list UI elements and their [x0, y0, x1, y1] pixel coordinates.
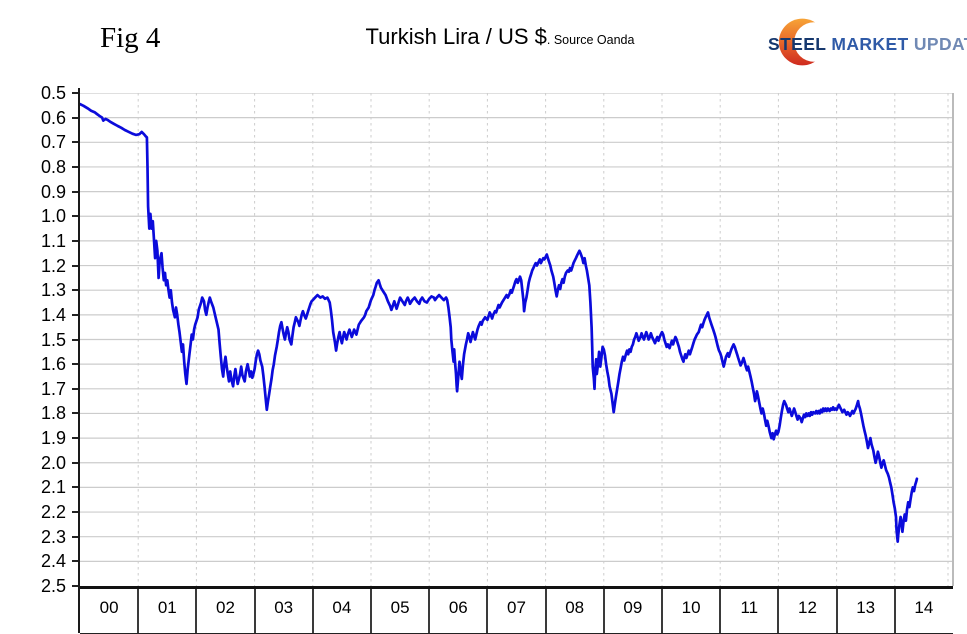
x-axis-tick-label: 14: [914, 598, 934, 617]
x-axis-tick-label: 07: [507, 598, 526, 617]
chart-title: Turkish Lira / US $. Source Oanda: [366, 24, 635, 50]
y-axis-tick: [72, 412, 79, 415]
y-axis-tick-label: 1.4: [40, 304, 66, 325]
x-axis-tick-label: 12: [798, 598, 817, 617]
y-axis-tick-label: 1.7: [40, 378, 66, 399]
y-axis-tick: [72, 461, 79, 464]
x-axis-divider: [370, 589, 372, 633]
x-axis-tick-label: 06: [448, 598, 468, 617]
y-axis-tick: [72, 141, 79, 144]
y-axis-tick: [72, 535, 79, 538]
x-axis-tick-label: 05: [390, 598, 410, 617]
y-axis-tick: [72, 289, 79, 292]
x-axis-tick-label: 01: [157, 598, 177, 617]
y-axis-tick: [72, 165, 79, 168]
x-axis-divider: [893, 589, 896, 633]
y-axis-tick-label: 2.0: [40, 452, 66, 473]
x-axis-divider: [486, 589, 489, 633]
y-axis-tick-label: 0.9: [40, 181, 66, 202]
y-axis-tick: [72, 190, 79, 193]
x-axis-divider: [137, 589, 140, 633]
figure-label: Fig 4: [100, 22, 161, 54]
x-axis-tick-label: 00: [99, 598, 119, 617]
y-axis-tick: [72, 585, 79, 587]
x-axis-tick-label: 11: [740, 598, 759, 617]
x-axis-tick-label: 10: [681, 598, 701, 617]
y-axis-tick-label: 0.8: [40, 156, 66, 177]
y-axis-tick: [72, 363, 79, 366]
x-axis-divider: [195, 589, 198, 633]
y-axis-tick-label: 2.1: [40, 477, 66, 498]
logo-update: UPDATE: [913, 34, 967, 54]
y-axis-tick-label: 2.5: [40, 576, 66, 596]
x-axis-divider: [602, 589, 605, 633]
y-axis-tick-label: 2.3: [40, 526, 66, 547]
logo-steel: STEEL: [768, 34, 827, 54]
y-axis-tick-label: 1.1: [40, 230, 66, 251]
x-axis-divider: [428, 589, 431, 633]
y-axis-tick: [72, 313, 79, 316]
y-axis-tick: [72, 239, 79, 242]
y-axis-tick: [72, 92, 79, 94]
y-axis-tick-label: 2.4: [40, 551, 66, 572]
x-axis-tick-label: 08: [565, 598, 585, 617]
x-axis-band: 00 01 02 03 04 05 06 07 08 09 10 11 12 13 14: [80, 586, 953, 634]
y-axis-line: [78, 88, 80, 633]
y-axis-tick-label: 0.6: [40, 107, 66, 128]
y-axis-tick-label: 1.5: [40, 329, 66, 350]
y-axis-tick-label: 1.8: [40, 403, 66, 424]
logo-market: MARKET: [831, 34, 909, 54]
x-axis-tick-label: 03: [274, 598, 294, 617]
y-axis-tick-label: 1.9: [40, 428, 66, 449]
y-axis-tick-label: 0.5: [40, 83, 66, 103]
x-axis-tick-label: 13: [856, 598, 876, 617]
y-axis-tick-label: 1.6: [40, 354, 66, 375]
y-axis-tick: [72, 264, 79, 267]
chart-source-text: . Source Oanda: [546, 33, 635, 47]
x-axis-divider: [311, 589, 314, 633]
y-axis-tick: [72, 560, 79, 563]
y-axis-tick-label: 1.0: [40, 206, 66, 227]
x-axis-divider: [253, 589, 256, 633]
x-axis-divider: [835, 589, 838, 633]
chart-title-text: Turkish Lira / US $: [365, 24, 547, 49]
y-axis-tick-label: 2.2: [40, 502, 66, 523]
y-axis-tick: [72, 437, 79, 440]
x-axis-divider: [777, 589, 780, 633]
x-axis-divider: [661, 589, 663, 633]
crescent-icon: [778, 18, 832, 66]
logo-text: STEEL MARKET UPDATE: [768, 34, 967, 55]
steel-market-update-logo: STEEL MARKET UPDATE: [762, 10, 967, 74]
y-axis-tick-label: 1.3: [40, 280, 66, 301]
exchange-rate-line: [80, 102, 919, 543]
plot-area: [80, 93, 954, 586]
y-axis-tick: [72, 387, 79, 390]
x-axis-tick-label: 09: [623, 598, 643, 617]
x-axis-divider: [544, 589, 547, 633]
y-axis-tick-label: 0.7: [40, 132, 66, 153]
x-axis-tick-label: 02: [216, 598, 235, 617]
x-axis-divider: [719, 589, 722, 633]
y-axis-tick-label: 1.2: [40, 255, 66, 276]
y-axis-tick: [72, 116, 79, 119]
x-axis-tick-label: 04: [332, 598, 352, 617]
y-axis-tick: [72, 486, 79, 489]
y-axis-tick: [72, 511, 79, 514]
y-axis-tick: [72, 338, 79, 341]
y-axis-tick: [72, 215, 79, 218]
